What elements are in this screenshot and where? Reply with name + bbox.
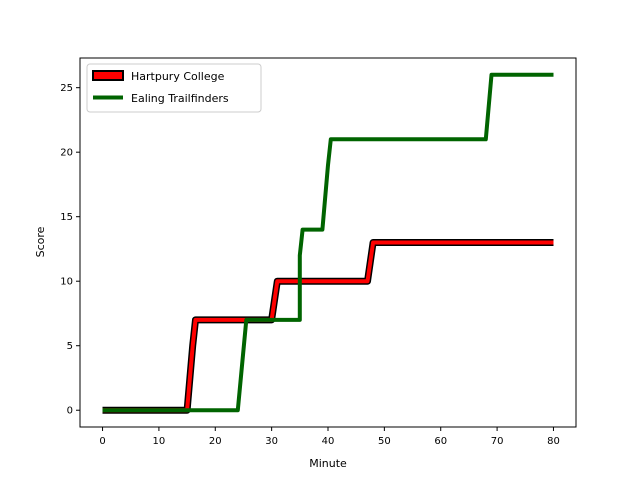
y-tick-label: 10 <box>60 277 73 288</box>
x-tick-label: 50 <box>378 436 391 447</box>
x-tick-label: 0 <box>99 436 105 447</box>
legend-label-hartpury-college: Hartpury College <box>131 70 225 83</box>
series-outline-hartpury-college <box>102 239 554 414</box>
series-layer <box>102 72 554 414</box>
x-tick-label: 60 <box>434 436 447 447</box>
x-ticks: 0 10 20 30 40 50 60 70 80 <box>99 427 560 447</box>
x-axis-label: Minute <box>309 457 347 470</box>
x-tick-label: 80 <box>547 436 560 447</box>
plot-area <box>79 57 577 428</box>
x-tick-label: 10 <box>153 436 166 447</box>
y-tick-label: 0 <box>67 406 73 417</box>
series-line-hartpury-college <box>102 240 554 413</box>
y-ticks: 0 5 10 15 20 25 <box>60 83 80 417</box>
legend-box <box>86 63 262 113</box>
legend-label-ealing-trailfinders: Ealing Trailfinders <box>131 92 229 105</box>
y-tick-label: 5 <box>67 341 73 352</box>
series-line-ealing-trailfinders <box>102 72 554 413</box>
y-axis-label: Score <box>34 226 47 257</box>
x-tick-label: 20 <box>209 436 222 447</box>
x-tick-label: 40 <box>322 436 335 447</box>
y-tick-label: 25 <box>60 83 73 94</box>
y-tick-label: 15 <box>60 212 73 223</box>
y-tick-label: 20 <box>60 148 73 159</box>
x-tick-label: 30 <box>265 436 278 447</box>
legend: Hartpury College Ealing Trailfinders <box>86 63 262 113</box>
legend-swatch-hartpury-college <box>92 70 124 81</box>
x-tick-label: 70 <box>491 436 504 447</box>
